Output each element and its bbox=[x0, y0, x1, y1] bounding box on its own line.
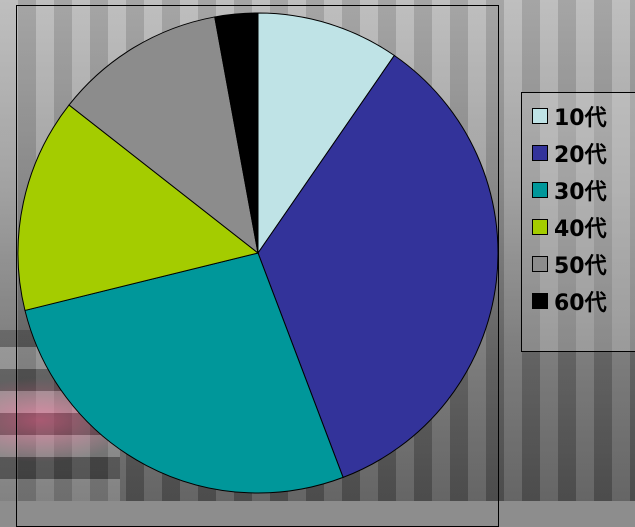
legend-label: 10代 bbox=[554, 105, 607, 131]
legend-label: 60代 bbox=[554, 290, 607, 316]
pie-slice-2 bbox=[257, 54, 499, 479]
legend-item-5: 50代 bbox=[532, 245, 635, 282]
pie-slice-5 bbox=[68, 16, 259, 255]
legend-swatch bbox=[532, 181, 548, 198]
legend-label: 20代 bbox=[554, 142, 607, 168]
legend-swatch bbox=[532, 255, 548, 272]
legend-item-3: 30代 bbox=[532, 171, 635, 208]
pie-chart bbox=[17, 12, 499, 494]
legend-item-2: 20代 bbox=[532, 134, 635, 171]
legend-label: 40代 bbox=[554, 216, 607, 242]
legend-label: 50代 bbox=[554, 253, 607, 279]
legend-swatch bbox=[532, 144, 548, 161]
pie-slice-1 bbox=[257, 12, 396, 255]
legend-label: 30代 bbox=[554, 179, 607, 205]
pie-slice-4 bbox=[17, 104, 260, 312]
legend-swatch bbox=[532, 292, 548, 309]
legend-item-1: 10代 bbox=[532, 97, 635, 134]
legend-item-4: 40代 bbox=[532, 208, 635, 245]
legend-swatch bbox=[532, 107, 548, 124]
legend: 10代 20代 30代 40代 50代 60代 bbox=[521, 92, 635, 352]
legend-item-6: 60代 bbox=[532, 282, 635, 319]
pie-slice-3 bbox=[24, 252, 344, 494]
legend-swatch bbox=[532, 218, 548, 235]
pie-slice-6 bbox=[214, 12, 259, 254]
